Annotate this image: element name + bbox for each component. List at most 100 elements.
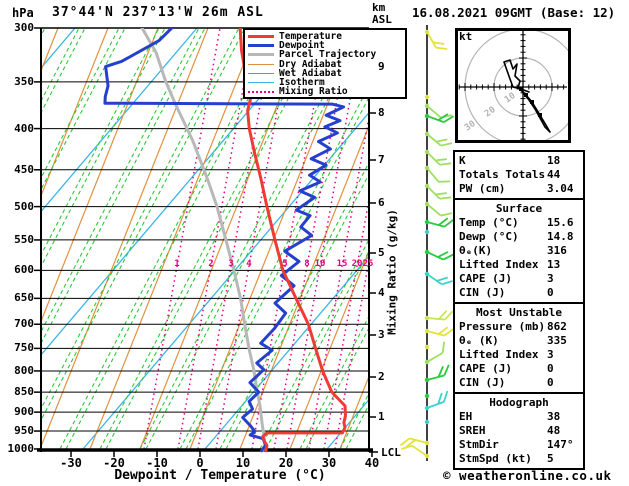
mixing-ratio-label-4: 4 [246, 259, 252, 269]
panel-row-label: CIN (J) [459, 286, 506, 299]
panel-row-value: 3.04 [547, 182, 574, 195]
hodograph-unit-label: kt [459, 30, 473, 43]
pressure-tick-550: 550 [14, 232, 34, 246]
pressure-tick-400: 400 [14, 121, 34, 135]
altitude-axis-unit: km ASL [372, 2, 392, 26]
panel-row-value: 3 [547, 272, 554, 285]
hodograph-border [455, 28, 571, 143]
legend-swatch [248, 35, 274, 39]
km-tick-8: 8 [378, 106, 385, 119]
panel-row-value: 38 [547, 410, 561, 423]
panel-row-value: 44 [547, 168, 561, 181]
panel-row-value: 14.8 [547, 230, 574, 243]
pressure-tick-1000: 1000 [7, 441, 35, 455]
asl-unit: ASL [372, 13, 392, 26]
panel-section-indices: K 18 Totals Totals 44 PW (cm) 3.04 [453, 150, 585, 200]
panel-section-most-unstable: Most Unstable Pressure (mb) 862 θₑ (K) 335 Li… [453, 302, 585, 394]
legend-swatch [248, 53, 274, 57]
panel-row-value: 3 [547, 348, 554, 361]
km-tick-9: 9 [378, 60, 385, 73]
pressure-tick-300: 300 [14, 21, 34, 34]
panel-row-label: θₑ(K) [459, 244, 493, 257]
pressure-tick-800: 800 [14, 363, 34, 377]
panel-row-label: Dewp (°C) [459, 230, 519, 243]
panel-row-value: 48 [547, 424, 561, 437]
wind-barb [424, 131, 453, 147]
legend-swatch [248, 90, 274, 93]
panel-section-hodograph: Hodograph EH 38 SREH 48 StmDir 147° StmSpd (kt)… [453, 392, 585, 470]
wind-barb [424, 229, 430, 235]
panel-row-value: 18 [547, 154, 561, 167]
wind-barb [424, 393, 430, 399]
panel-row: CAPE (J) 3 [459, 272, 579, 286]
panel-row: Lifted Index 3 [459, 348, 579, 362]
panel-section-header: Hodograph [489, 396, 549, 409]
legend-swatch [248, 63, 274, 65]
legend-label: Mixing Ratio [279, 86, 348, 98]
hodograph-marker [519, 87, 523, 91]
legend-item-isotherm: Isotherm [248, 78, 402, 87]
hodograph-ring-label-20: 20 [483, 105, 498, 119]
panel-row: StmSpd (kt) 5 [459, 452, 579, 466]
mixing-ratio-label-10: 10 [314, 259, 326, 269]
temp-tick-40: 40 [364, 456, 380, 470]
mixing-ratio-label-2: 2 [208, 259, 214, 269]
panel-row: Dewp (°C) 14.8 [459, 230, 579, 244]
km-tick-3: 3 [378, 328, 385, 341]
wind-barb [424, 310, 454, 321]
hodograph-ring-label-10: 10 [503, 91, 518, 105]
mixing-ratio-label-25: 25 [362, 259, 374, 269]
wind-barb [424, 326, 455, 337]
mixing-ratio-label-3: 3 [228, 259, 234, 269]
legend-label: Temperature [279, 31, 342, 43]
legend-item-parcel-trajectory: Parcel Trajectory [248, 49, 402, 61]
panel-row-value: 0 [547, 286, 554, 299]
panel-row-label: CAPE (J) [459, 272, 512, 285]
panel-row: EH 38 [459, 410, 579, 424]
panel-row-value: 0 [547, 376, 554, 389]
legend-item-dewpoint: Dewpoint [248, 41, 402, 51]
hodograph-marker [530, 100, 534, 104]
km-tick-7: 7 [378, 153, 385, 166]
legend-swatch [248, 72, 274, 74]
hodograph-trace-lower [522, 91, 551, 133]
hodograph-marker [524, 93, 528, 97]
legend-label: Wet Adiabat [279, 67, 342, 79]
pressure-tick-650: 650 [14, 291, 34, 305]
panel-row-label: CIN (J) [459, 376, 506, 389]
wind-barb [401, 444, 430, 459]
pressure-tick-600: 600 [14, 263, 34, 277]
panel-row-label: K [459, 154, 466, 167]
panel-row-value: 862 [547, 320, 567, 333]
temp-tick-10: 10 [235, 456, 251, 470]
legend-item-mixing-ratio: Mixing Ratio [248, 87, 402, 96]
legend-item-dry-adiabat: Dry Adiabat [248, 59, 402, 69]
panel-row: θₑ (K) 335 [459, 334, 579, 348]
run-date-label: 16.08.2021 09GMT (Base: 12) [412, 5, 616, 20]
panel-row: CIN (J) 0 [459, 376, 579, 390]
panel-row-label: Totals Totals [459, 168, 546, 181]
temp-tick--30: -30 [60, 456, 82, 470]
wind-barb [424, 249, 454, 261]
parcel-trajectory-curve [140, 28, 267, 453]
temp-tick-30: 30 [321, 456, 337, 470]
copyright-credit: © weatheronline.co.uk [443, 468, 612, 483]
wind-barb [424, 113, 455, 124]
km-tick-5: 5 [378, 246, 385, 259]
panel-row: Lifted Index 13 [459, 258, 579, 272]
wind-barb [424, 183, 452, 200]
wind-barb [424, 29, 448, 51]
panel-row-label: StmDir [459, 438, 499, 451]
hodograph-marker [538, 113, 542, 117]
panel-row-value: 5 [547, 452, 554, 465]
wind-barb [424, 271, 453, 286]
panel-row-value: 316 [547, 244, 567, 257]
panel-section-surface: Surface Temp (°C) 15.6 Dewp (°C) 14.8 θₑ(K) 31… [453, 198, 585, 304]
legend-label: Parcel Trajectory [279, 49, 377, 61]
indices-panel: K 18 Totals Totals 44 PW (cm) 3.04 Surface Temp… [453, 150, 585, 470]
mixing-ratio-label-15: 15 [336, 259, 348, 269]
legend-swatch [248, 44, 274, 48]
wind-barb [424, 94, 430, 100]
